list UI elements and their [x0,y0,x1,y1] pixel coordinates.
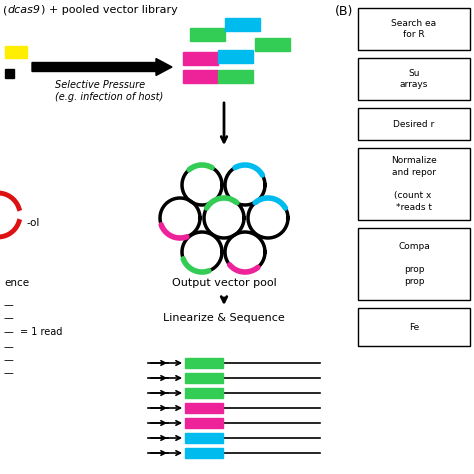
Bar [358,148,470,220]
Bar [5,46,27,58]
Text: Output vector pool: Output vector pool [172,278,276,288]
Text: Search ea
for R: Search ea for R [392,18,437,39]
Bar [358,8,470,50]
Text: ence: ence [4,278,29,288]
Bar [185,358,223,368]
Bar [218,50,253,63]
Text: Normalize
and repor

(count x 
*reads t: Normalize and repor (count x *reads t [391,156,437,212]
Bar [185,388,223,398]
Text: dcas9: dcas9 [7,5,40,15]
FancyArrow shape [32,58,172,75]
Bar [183,70,218,83]
Text: —: — [4,355,14,365]
Text: —: — [4,368,14,378]
Bar [185,418,223,428]
Text: Desired r: Desired r [393,119,435,128]
Bar [225,18,260,31]
Text: (B): (B) [335,5,354,18]
Text: —: — [4,342,14,352]
Bar [185,373,223,383]
Text: —  = 1 read: — = 1 read [4,327,63,337]
Bar [185,403,223,413]
Bar [185,448,223,458]
Bar [358,228,470,300]
Text: (: ( [3,5,8,15]
Text: Linearize & Sequence: Linearize & Sequence [163,313,285,323]
Text: (e.g. infection of host): (e.g. infection of host) [55,92,163,102]
Text: ) + pooled vector library: ) + pooled vector library [41,5,178,15]
Bar [358,108,470,140]
Bar [358,58,470,100]
Bar [5,69,14,78]
Text: Selective Pressure: Selective Pressure [55,80,145,90]
Bar [218,70,253,83]
Text: Compa

prop
prop: Compa prop prop [398,242,430,286]
Bar [358,308,470,346]
Text: —: — [4,313,14,323]
Bar [255,38,290,51]
Text: -ol: -ol [27,218,40,228]
Text: —: — [4,300,14,310]
Bar [183,52,218,65]
Bar [185,433,223,443]
Bar [190,28,225,41]
Text: Fe: Fe [409,322,419,331]
Text: Su
arrays: Su arrays [400,69,428,90]
